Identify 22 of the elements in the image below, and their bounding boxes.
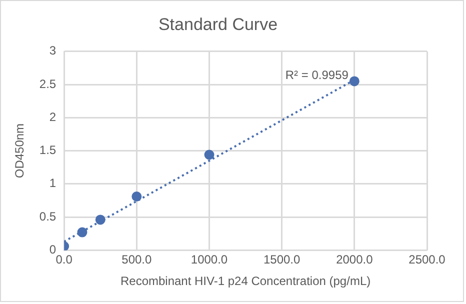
y-tick-label: 0.5 xyxy=(39,209,56,224)
chart-title: Standard Curve xyxy=(158,14,278,34)
y-tick-label: 3 xyxy=(49,44,56,58)
annotation: R² = 0.9959 xyxy=(285,68,349,82)
point xyxy=(349,76,360,86)
x-tick-label: 1000.0 xyxy=(190,252,228,267)
x-axis-title: Recombinant HIV-1 p24 Concentration (pg/mL) xyxy=(120,274,371,288)
point xyxy=(77,227,88,238)
point xyxy=(132,192,142,202)
x-tick-label: 2000.0 xyxy=(336,252,374,267)
x-tick-label: 500.0 xyxy=(122,252,152,267)
y-tick-label: 0 xyxy=(49,242,56,257)
point xyxy=(204,150,214,160)
y-tick-label: 1 xyxy=(49,176,56,190)
y-tick-label: 2.5 xyxy=(39,76,56,91)
point xyxy=(95,214,106,225)
y-tick-label: 2 xyxy=(49,110,56,124)
y-tick-label: 1.5 xyxy=(39,143,56,158)
x-tick-label: 0.0 xyxy=(56,252,73,267)
y-axis-title: OD450nm xyxy=(12,123,27,178)
x-tick-label: 1500.0 xyxy=(263,252,301,267)
x-tick-label: 2500.0 xyxy=(408,252,446,267)
